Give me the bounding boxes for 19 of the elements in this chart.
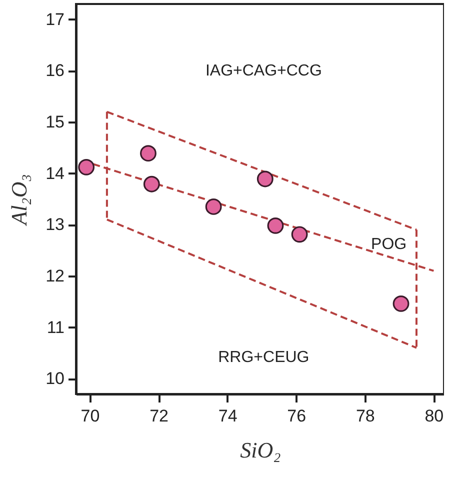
x-tick-label: 74 [218, 406, 238, 426]
x-tick-label: 78 [356, 406, 375, 426]
y-tick-label: 11 [46, 318, 64, 337]
y-tick-label: 17 [46, 10, 64, 29]
x-axis-title: SiO₂ [240, 438, 282, 462]
x-tick-label: 70 [80, 406, 100, 426]
x-tick-label: 76 [287, 406, 306, 426]
x-tick-label: 72 [150, 406, 169, 426]
annotation: POG [371, 236, 407, 253]
y-axis-title: Al₂O₃ [6, 174, 32, 227]
annotation: IAG+CAG+CCG [205, 62, 322, 80]
y-tick-label: 10 [46, 369, 64, 388]
y-tick-label: 13 [46, 215, 64, 234]
annotation: RRG+CEUG [218, 348, 310, 366]
y-tick-label: 16 [46, 61, 64, 80]
y-tick-label: 14 [46, 164, 64, 183]
x-tick-label: 80 [424, 406, 444, 426]
y-tick-label: 15 [46, 112, 64, 132]
y-tick-label: 12 [46, 266, 64, 286]
